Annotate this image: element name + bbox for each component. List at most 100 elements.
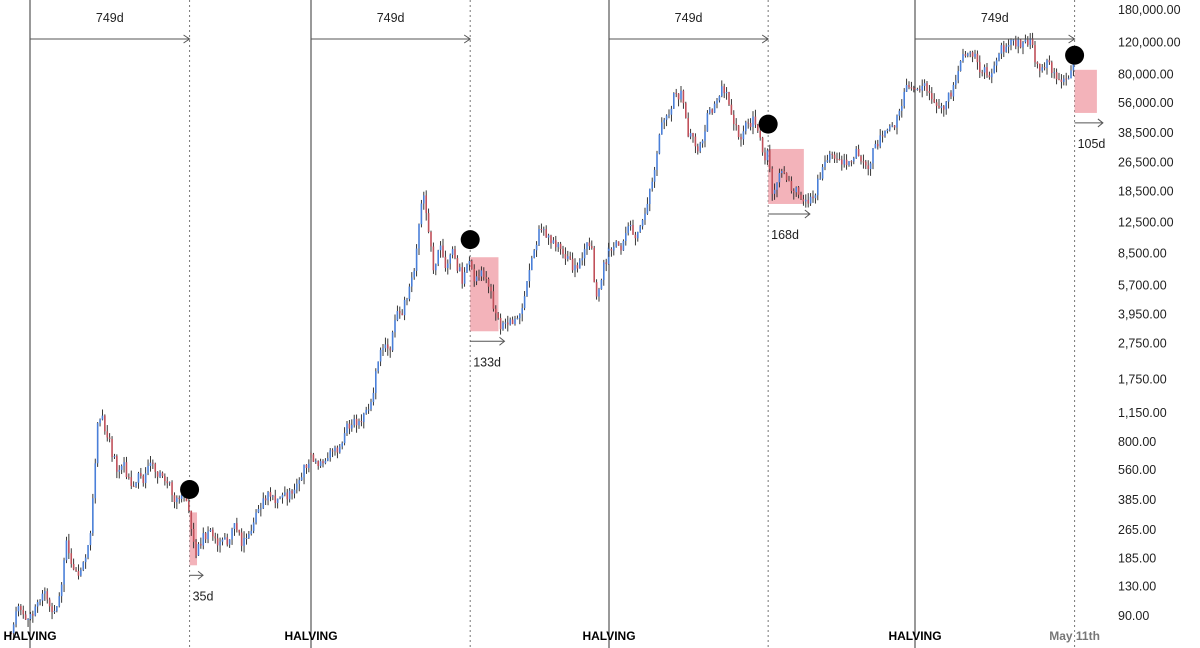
candle-body bbox=[874, 143, 877, 149]
candle-body bbox=[735, 123, 737, 126]
candle-body bbox=[389, 348, 391, 351]
candle-body bbox=[176, 497, 178, 503]
candle-body bbox=[1053, 72, 1055, 74]
candle-body bbox=[334, 447, 336, 452]
candle-body bbox=[730, 104, 733, 115]
candle-body bbox=[147, 466, 149, 474]
candle-body bbox=[329, 450, 331, 459]
candle-body bbox=[305, 464, 308, 468]
candle-body bbox=[149, 462, 152, 467]
candle-body bbox=[1029, 38, 1031, 45]
candle-body bbox=[286, 492, 289, 500]
candle-body bbox=[976, 53, 979, 63]
candle-body bbox=[32, 614, 34, 616]
candle-body bbox=[521, 308, 523, 314]
candle-body bbox=[564, 254, 567, 259]
candle-body bbox=[995, 60, 998, 66]
candle-body bbox=[646, 203, 649, 214]
y-tick-label: 56,000.00 bbox=[1118, 96, 1174, 110]
drawdown-duration-label: 133d bbox=[473, 355, 501, 369]
candle-body bbox=[552, 240, 555, 244]
candle-body bbox=[579, 260, 581, 269]
candle-body bbox=[360, 421, 363, 423]
candle-body bbox=[233, 523, 236, 529]
y-tick-label: 3,950.00 bbox=[1118, 307, 1167, 321]
candle-body bbox=[497, 313, 499, 318]
candle-body bbox=[492, 291, 495, 309]
candle-body bbox=[219, 541, 221, 546]
candle-body bbox=[216, 538, 219, 546]
candle-body bbox=[665, 115, 668, 120]
candle-body bbox=[252, 522, 255, 531]
candle-body bbox=[737, 125, 740, 138]
candle-body bbox=[547, 235, 550, 238]
candle-body bbox=[44, 591, 46, 594]
candle-body bbox=[17, 606, 20, 612]
candle-body bbox=[101, 415, 104, 420]
candle-body bbox=[358, 421, 360, 426]
candle-body bbox=[291, 490, 293, 494]
candle-body bbox=[557, 243, 559, 248]
candle-body bbox=[339, 446, 341, 453]
candle-body bbox=[161, 472, 164, 477]
candle-body bbox=[89, 533, 92, 546]
candle-body bbox=[634, 234, 637, 239]
y-axis: 180,000.00 120,000.00 80,000.00 56,000.00 38… bbox=[1118, 3, 1181, 623]
drawdown-box-4 bbox=[1074, 69, 1097, 113]
candle-body bbox=[943, 106, 945, 110]
candle-body bbox=[699, 143, 701, 152]
candle-body bbox=[637, 231, 639, 239]
cycle-span-label: 749d bbox=[981, 11, 1009, 25]
candle-body bbox=[231, 528, 233, 540]
candle-body bbox=[935, 102, 938, 106]
candle-body bbox=[661, 122, 663, 135]
candle-body bbox=[692, 133, 694, 137]
candle-body bbox=[84, 557, 87, 563]
drawdown-arrow-head-3 bbox=[804, 209, 811, 219]
candle-body bbox=[701, 140, 704, 144]
candle-body bbox=[209, 529, 212, 532]
candle-body bbox=[504, 322, 507, 324]
end-date-label: May 11th bbox=[1049, 629, 1100, 643]
candle-body bbox=[1022, 41, 1024, 48]
candle-body bbox=[629, 224, 632, 227]
candle-body bbox=[140, 473, 142, 476]
candle-body bbox=[53, 610, 56, 613]
candle-body bbox=[938, 105, 940, 108]
candle-body bbox=[312, 454, 315, 462]
candle-body bbox=[116, 456, 118, 472]
candle-body bbox=[848, 161, 850, 166]
candle-body bbox=[617, 241, 620, 246]
candle-body bbox=[300, 477, 303, 481]
candle-body bbox=[367, 409, 370, 411]
candle-body bbox=[487, 278, 490, 287]
candle-body bbox=[998, 53, 1000, 61]
y-tick-label: 80,000.00 bbox=[1118, 68, 1174, 82]
candle-body bbox=[238, 529, 241, 533]
candle-body bbox=[829, 153, 831, 161]
candle-body bbox=[1055, 72, 1058, 80]
candle-body bbox=[1034, 45, 1036, 63]
candle-body bbox=[685, 103, 687, 118]
candle-body bbox=[926, 83, 928, 92]
candle-body bbox=[408, 286, 411, 300]
candle-body bbox=[860, 156, 862, 162]
candle-body bbox=[653, 169, 656, 182]
candle-body bbox=[802, 199, 805, 202]
candle-body bbox=[202, 533, 205, 546]
candle-body bbox=[514, 318, 516, 325]
candle-body bbox=[480, 270, 483, 277]
candle-body bbox=[877, 143, 879, 147]
candle-body bbox=[903, 91, 905, 106]
candle-body bbox=[742, 131, 745, 140]
candle-body bbox=[591, 246, 593, 249]
candle-body bbox=[821, 167, 824, 179]
candle-body bbox=[68, 540, 70, 554]
y-tick-label: 1,750.00 bbox=[1118, 372, 1167, 386]
candle-body bbox=[687, 117, 689, 137]
candle-body bbox=[745, 122, 747, 132]
y-tick-label: 5,700.00 bbox=[1118, 278, 1167, 292]
candle-body bbox=[250, 530, 253, 534]
candle-body bbox=[1007, 45, 1010, 47]
candle-body bbox=[204, 533, 207, 540]
